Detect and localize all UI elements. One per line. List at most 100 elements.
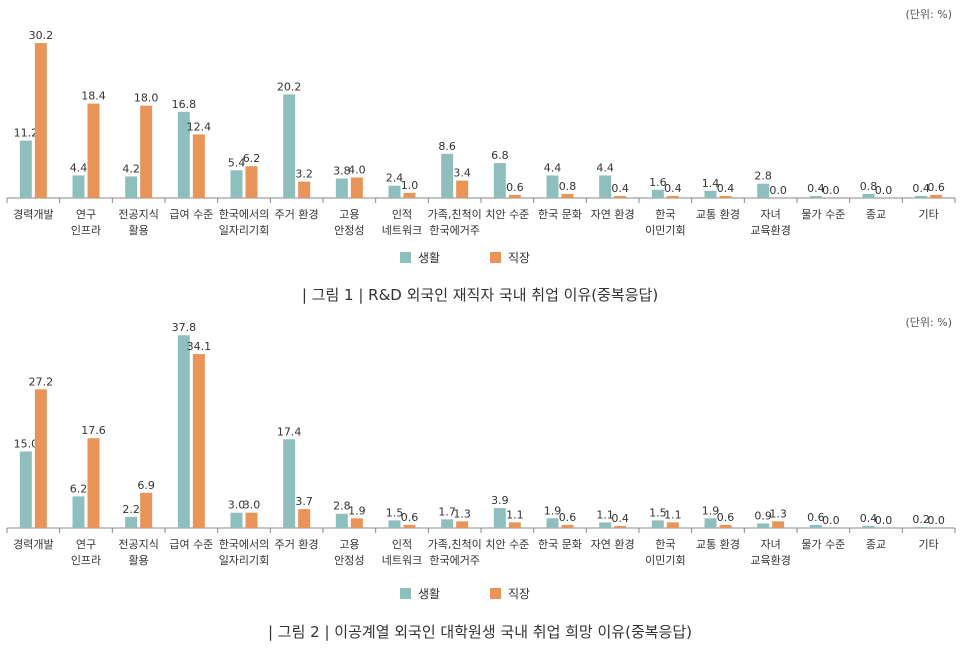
bar-work <box>350 177 363 198</box>
x-tick-label: 일자리기회 <box>219 223 270 237</box>
x-tick-label: 종교 <box>866 208 886 221</box>
bar-life <box>335 178 348 198</box>
data-label: 1.4 <box>702 177 720 190</box>
bar-life <box>651 520 664 528</box>
bar-life <box>704 518 717 528</box>
bar-life <box>125 176 138 198</box>
data-label: 4.4 <box>544 161 562 174</box>
bar-work <box>403 524 416 528</box>
data-label: 4.4 <box>70 161 88 174</box>
x-tick-label: 교통 환경 <box>696 208 740 221</box>
x-tick-label: 인적 <box>392 208 412 221</box>
bar-work <box>298 181 311 198</box>
x-tick-label: 물가 수준 <box>801 538 845 551</box>
data-label: 0.6 <box>506 181 524 194</box>
data-label: 0.8 <box>860 180 878 193</box>
x-tick-label: 네트워크 <box>382 554 422 567</box>
x-tick-label: 전공지식 <box>118 538 158 551</box>
x-tick-label: 인프라 <box>71 224 101 237</box>
bar-work <box>561 193 574 198</box>
x-tick-label: 인프라 <box>71 554 101 567</box>
data-label: 2.2 <box>122 503 140 516</box>
x-tick-label: 급여 수준 <box>169 538 213 551</box>
data-label: 2.8 <box>754 170 772 183</box>
x-tick-label: 가족,친척이 <box>428 538 482 551</box>
x-tick-label: 교육환경 <box>750 554 790 567</box>
data-label: 0.2 <box>912 513 930 526</box>
bar-life <box>546 175 559 198</box>
bar-life <box>19 451 32 528</box>
data-label: 0.0 <box>875 514 893 527</box>
data-label: 1.1 <box>506 508 524 521</box>
bar-life <box>915 526 928 528</box>
bar-life <box>441 519 454 528</box>
data-label: 34.1 <box>187 340 212 353</box>
data-label: 1.5 <box>649 506 667 519</box>
bar-work <box>772 521 785 528</box>
bar-work <box>930 194 943 198</box>
data-label: 0.4 <box>912 182 930 195</box>
bar-life <box>599 522 612 528</box>
bar-life <box>493 508 506 528</box>
x-tick-label: 기타 <box>919 208 939 221</box>
bar-life <box>546 518 559 528</box>
bar-life <box>125 516 138 528</box>
data-label: 6.2 <box>243 152 261 165</box>
data-label: 2.8 <box>333 500 351 513</box>
bar-work <box>298 509 311 528</box>
data-label: 15.0 <box>14 438 39 451</box>
x-tick-label: 한국에서의 <box>219 538 270 551</box>
x-tick-label: 한국에거주 <box>429 554 480 567</box>
x-tick-label: 한국 <box>655 208 675 221</box>
unit-label: (단위: %) <box>906 316 952 329</box>
legend-label: 생활 <box>418 587 440 601</box>
data-label: 16.8 <box>172 98 197 111</box>
x-tick-label: 자연 환경 <box>591 538 635 551</box>
data-label: 0.6 <box>717 511 735 524</box>
bar-life <box>809 195 822 198</box>
data-label: 4.2 <box>122 162 140 175</box>
data-label: 0.4 <box>664 182 682 195</box>
legend-swatch-life <box>400 588 411 599</box>
x-tick-label: 이민기회 <box>645 224 685 237</box>
data-label: 0.6 <box>927 181 945 194</box>
data-label: 0.6 <box>807 511 825 524</box>
bar-work <box>403 192 416 198</box>
data-label: 0.0 <box>822 184 840 197</box>
x-tick-label: 주거 환경 <box>275 538 319 551</box>
bar-work <box>508 194 521 198</box>
data-label: 3.9 <box>491 494 509 507</box>
data-label: 0.4 <box>717 182 735 195</box>
data-label: 1.9 <box>702 504 720 517</box>
bar-work <box>245 166 258 198</box>
data-label: 6.9 <box>137 479 155 492</box>
bar-life <box>757 183 770 198</box>
bar-life <box>599 175 612 198</box>
x-tick-label: 주거 환경 <box>275 208 319 221</box>
bar-life <box>177 111 190 198</box>
data-label: 2.4 <box>386 172 404 185</box>
x-tick-label: 전공지식 <box>118 208 158 221</box>
legend-label: 생활 <box>418 251 440 265</box>
data-label: 3.4 <box>453 167 471 180</box>
data-label: 3.2 <box>295 168 313 181</box>
data-label: 1.5 <box>386 506 404 519</box>
data-label: 0.0 <box>927 514 945 527</box>
x-tick-label: 교통 환경 <box>696 538 740 551</box>
x-tick-label: 물가 수준 <box>801 208 845 221</box>
data-label: 17.4 <box>277 425 302 438</box>
bar-work <box>666 522 679 528</box>
x-tick-label: 연구 <box>76 538 96 551</box>
x-tick-label: 급여 수준 <box>169 208 213 221</box>
unit-label: (단위: %) <box>906 8 952 21</box>
chart-title: | 그림 2 | 이공계열 외국인 대학원생 국내 취업 희망 이유(중복응답) <box>268 623 692 641</box>
data-label: 0.8 <box>559 180 577 193</box>
data-label: 6.8 <box>491 149 509 162</box>
data-label: 1.7 <box>438 505 456 518</box>
bar-work <box>456 180 469 198</box>
data-label: 3.8 <box>333 165 351 178</box>
x-tick-label: 치안 수준 <box>485 208 529 221</box>
x-tick-label: 고용 <box>339 208 359 221</box>
